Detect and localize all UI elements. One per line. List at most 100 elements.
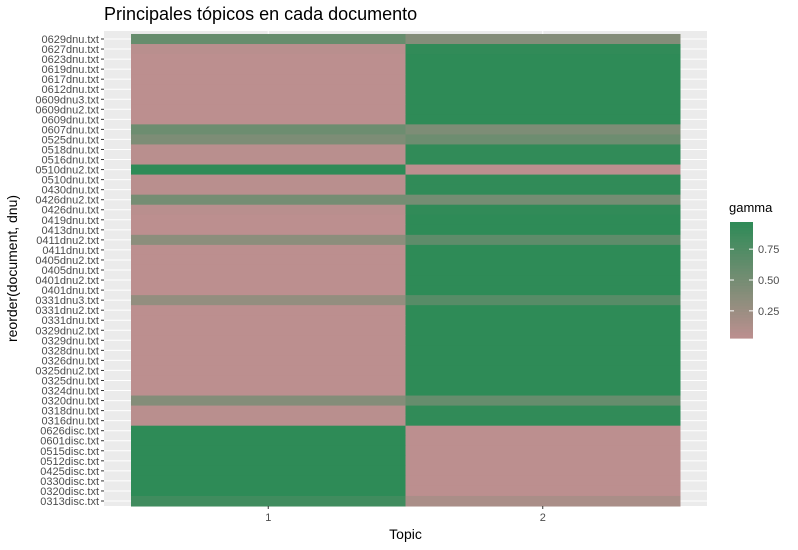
heatmap-cell bbox=[405, 104, 681, 115]
heatmap-cell bbox=[405, 134, 681, 145]
heatmap-cell bbox=[405, 164, 681, 176]
legend-color-step bbox=[730, 294, 753, 298]
y-tick-label: 0331dnu.txt bbox=[42, 315, 100, 327]
heatmap-cell bbox=[405, 275, 681, 286]
heatmap-cell bbox=[131, 415, 406, 427]
heatmap-cell bbox=[405, 445, 681, 457]
heatmap-cell bbox=[131, 144, 406, 155]
legend-color-step bbox=[730, 317, 753, 322]
heatmap-cell bbox=[405, 244, 681, 256]
heatmap-cell bbox=[405, 194, 681, 206]
y-tick-label: 0320dnu.txt bbox=[42, 396, 100, 408]
y-tick-label: 0515disc.txt bbox=[40, 446, 99, 458]
legend-color-step bbox=[730, 309, 753, 313]
legend-color-step bbox=[730, 268, 753, 272]
heatmap-cell bbox=[131, 305, 406, 316]
heatmap-cell bbox=[131, 33, 406, 45]
heatmap-cell bbox=[131, 285, 406, 296]
heatmap-cell bbox=[405, 174, 681, 186]
y-tick-label: 0629dnu.txt bbox=[42, 34, 100, 46]
heatmap-cell bbox=[131, 365, 406, 376]
y-tick-label: 0325dnu.txt bbox=[42, 375, 100, 387]
heatmap-cell bbox=[405, 144, 681, 155]
heatmap-cell bbox=[131, 174, 406, 186]
legend-color-step bbox=[730, 256, 753, 261]
y-tick-label: 0313disc.txt bbox=[40, 496, 99, 508]
y-tick-label: 0331dnu2.txt bbox=[35, 305, 99, 317]
heatmap-cell bbox=[131, 254, 406, 266]
legend-color-step bbox=[730, 303, 753, 307]
heatmap-cell bbox=[131, 275, 406, 286]
y-tick-label: 0525dnu.txt bbox=[42, 134, 100, 146]
heatmap-cell bbox=[405, 124, 681, 135]
heatmap-cell bbox=[131, 375, 406, 386]
y-tick-label: 0617dnu.txt bbox=[42, 74, 100, 86]
legend-color-step bbox=[730, 248, 753, 252]
heatmap-cell bbox=[131, 355, 406, 366]
heatmap-cell bbox=[131, 214, 406, 226]
legend-color-step bbox=[730, 230, 753, 235]
legend-color-step bbox=[730, 329, 753, 333]
heatmap-cell bbox=[405, 154, 681, 166]
y-tick-label: 0405dnu.txt bbox=[42, 265, 100, 277]
legend-color-step bbox=[730, 253, 753, 258]
heatmap-cell bbox=[405, 465, 681, 477]
heatmap-cell bbox=[405, 485, 681, 497]
legend-color-step bbox=[730, 262, 753, 267]
heatmap-cell bbox=[405, 435, 681, 447]
y-tick-label: 0510dnu2.txt bbox=[35, 165, 99, 177]
y-tick-label: 0425disc.txt bbox=[40, 466, 99, 478]
y-tick-label: 0607dnu.txt bbox=[42, 124, 100, 136]
heatmap-cell bbox=[405, 455, 681, 467]
legend-color-step bbox=[730, 311, 753, 316]
y-tick-label: 0401dnu2.txt bbox=[35, 275, 99, 287]
y-tick-label: 0609dnu3.txt bbox=[35, 94, 99, 106]
y-tick-label: 0612dnu.txt bbox=[42, 84, 100, 96]
heatmap-cell bbox=[131, 405, 406, 417]
legend-color-step bbox=[730, 222, 753, 226]
heatmap-cell bbox=[131, 455, 406, 467]
y-tick-label: 0330disc.txt bbox=[40, 476, 99, 488]
legend-color-step bbox=[730, 280, 753, 284]
y-tick-label: 0426dnu.txt bbox=[42, 205, 100, 217]
heatmap-cell bbox=[405, 495, 681, 507]
x-axis-title: Topic bbox=[389, 526, 422, 542]
heatmap-cell bbox=[131, 325, 406, 336]
y-tick-label: 0411dnu2.txt bbox=[36, 235, 99, 247]
heatmap-cell bbox=[405, 285, 681, 296]
legend-color-step bbox=[730, 306, 753, 310]
legend-color-step bbox=[730, 285, 753, 290]
y-tick-label: 0405dnu2.txt bbox=[35, 255, 99, 267]
y-axis-ticks: 0629dnu.txt0627dnu.txt0623dnu.txt0619dnu… bbox=[35, 34, 104, 508]
heatmap-cell bbox=[405, 254, 681, 266]
y-tick-label: 0623dnu.txt bbox=[42, 54, 100, 66]
legend-color-step bbox=[730, 314, 753, 319]
y-tick-label: 0316dnu.txt bbox=[42, 416, 100, 428]
legend-label: 0.50 bbox=[758, 275, 779, 287]
legend-color-step bbox=[730, 282, 753, 287]
heatmap-cell bbox=[131, 425, 406, 437]
heatmap-cell bbox=[131, 495, 406, 507]
heatmap-cell bbox=[405, 295, 681, 306]
heatmap-cell bbox=[131, 395, 406, 407]
heatmap-cell bbox=[131, 244, 406, 256]
heatmap-cell bbox=[405, 355, 681, 366]
heatmap-cell bbox=[405, 44, 681, 55]
heatmap-cell bbox=[131, 154, 406, 166]
heatmap-cell bbox=[131, 104, 406, 115]
heatmap-cell bbox=[405, 335, 681, 346]
legend-color-step bbox=[730, 323, 753, 327]
heatmap-cell bbox=[131, 485, 406, 497]
heatmap-cell bbox=[131, 264, 406, 276]
heatmap-cell bbox=[405, 315, 681, 326]
heatmap-cell bbox=[131, 164, 406, 176]
y-tick-label: 0426dnu2.txt bbox=[35, 195, 99, 207]
heatmap-cell bbox=[131, 184, 406, 196]
y-tick-label: 0324dnu.txt bbox=[42, 386, 100, 398]
legend-colorbar bbox=[730, 222, 753, 339]
y-tick-label: 0401dnu.txt bbox=[42, 285, 100, 297]
legend-ticks: 0.75 0.50 0.25 bbox=[730, 244, 779, 318]
chart-title: Principales tópicos en cada documento bbox=[104, 4, 417, 24]
